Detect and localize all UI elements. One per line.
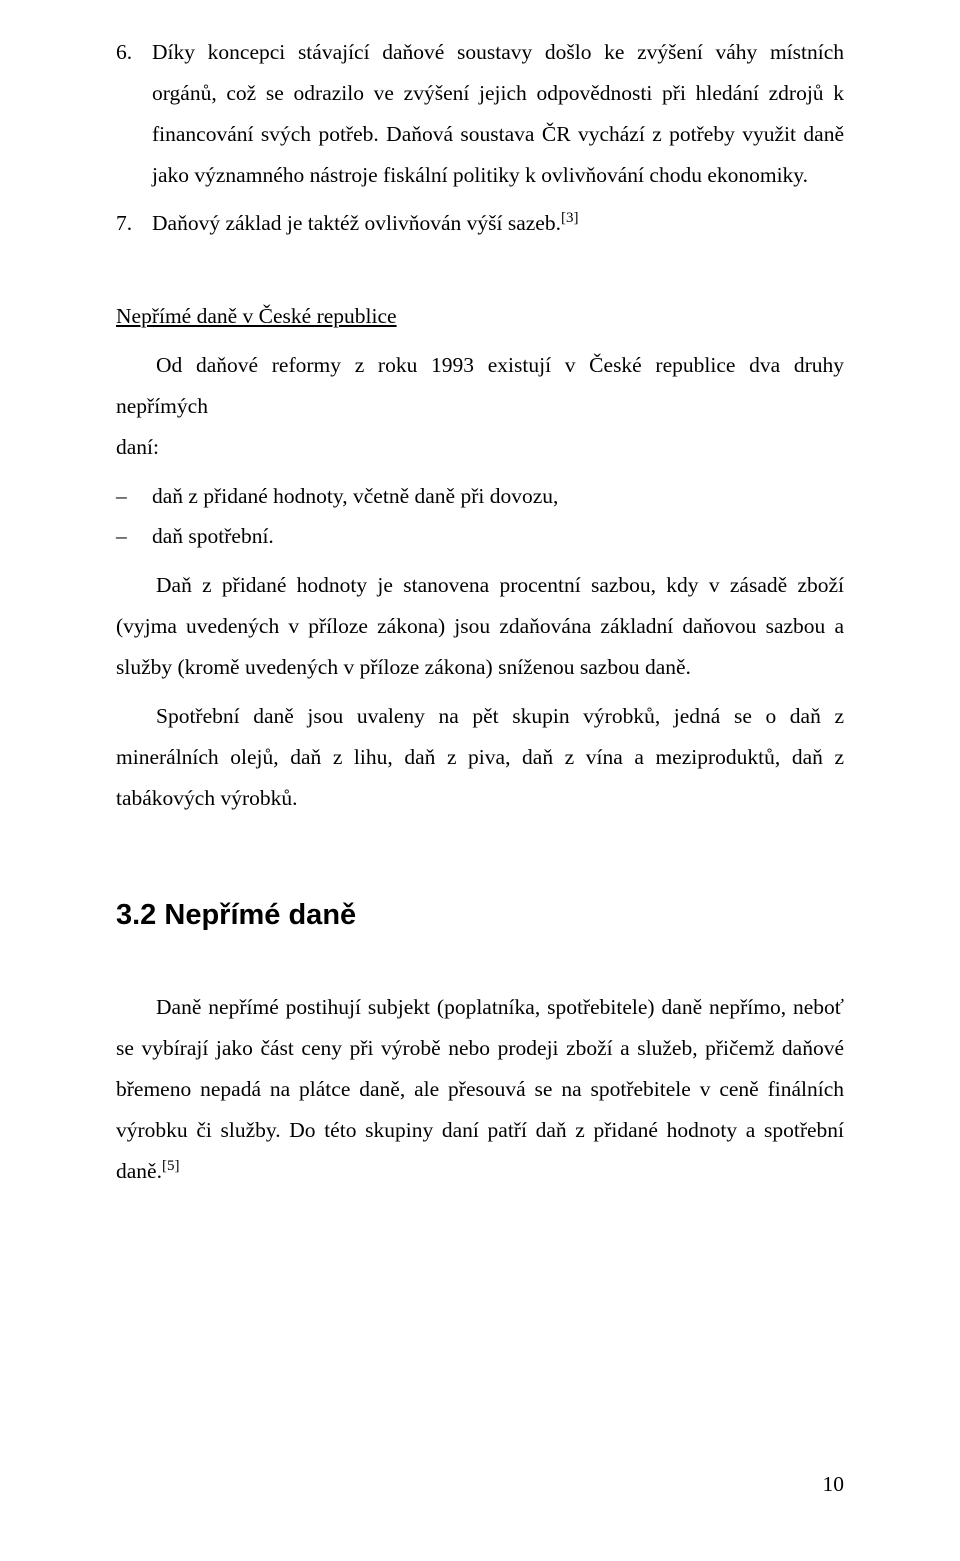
bullet-item: daň z přidané hodnoty, včetně daně při d… (116, 476, 844, 517)
paragraph-excise: Spotřební daně jsou uvaleny na pět skupi… (116, 696, 844, 819)
item-number: 7. (116, 203, 152, 244)
heading-3-2: 3.2 Nepřímé daně (116, 888, 844, 943)
numbered-item-6: 6.Díky koncepci stávající daňové soustav… (152, 32, 844, 195)
intro-paragraph: Od daňové reformy z roku 1993 existují v… (116, 345, 844, 468)
footnote-ref: [5] (162, 1158, 180, 1174)
numbered-item-7: 7.Daňový základ je taktéž ovlivňován výš… (152, 203, 844, 244)
bullet-list: daň z přidané hodnoty, včetně daně při d… (116, 476, 844, 558)
intro-lead: Od daňové reformy z roku 1993 existují v… (116, 353, 844, 418)
paragraph-3-2: Daně nepřímé postihují subjekt (poplatní… (116, 987, 844, 1191)
item-number: 6. (116, 32, 152, 73)
subheading-indirect-taxes: Nepřímé daně v České republice (116, 296, 844, 337)
page: 6.Díky koncepci stávající daňové soustav… (0, 0, 960, 1561)
footnote-ref: [3] (561, 210, 579, 226)
intro-tail: daní: (116, 435, 159, 459)
page-number: 10 (823, 1464, 845, 1505)
paragraph-3-2-text: Daně nepřímé postihují subjekt (poplatní… (116, 995, 844, 1182)
item-text: Daňový základ je taktéž ovlivňován výší … (152, 211, 561, 235)
paragraph-vat: Daň z přidané hodnoty je stanovena proce… (116, 565, 844, 688)
bullet-item: daň spotřební. (116, 516, 844, 557)
item-text: Díky koncepci stávající daňové soustavy … (152, 40, 844, 187)
